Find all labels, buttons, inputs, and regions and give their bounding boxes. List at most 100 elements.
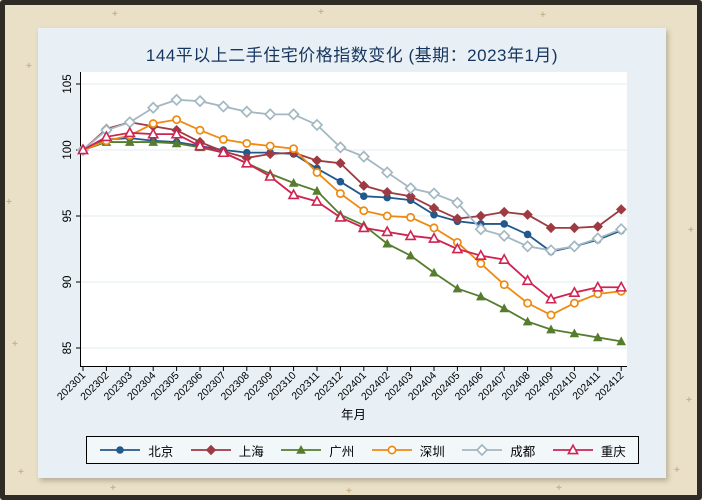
data-point-marker [125, 137, 135, 146]
data-point-marker [405, 191, 416, 202]
data-point-marker [312, 185, 322, 195]
data-point-marker [380, 166, 394, 179]
chart-title: 144平以上二手住宅价格指数变化 (基期：2023年1月) [145, 46, 559, 65]
data-point-marker [499, 280, 509, 290]
data-point-marker [498, 253, 511, 264]
legend-label: 北京 [148, 444, 174, 459]
data-point-marker [148, 119, 158, 129]
data-point-marker [77, 143, 89, 155]
data-point-marker [195, 125, 205, 135]
data-point-marker [334, 210, 347, 222]
data-point-marker [428, 231, 440, 243]
data-point-marker [382, 187, 393, 198]
data-point-marker [546, 310, 556, 320]
data-point-marker [569, 328, 580, 338]
data-point-marker [265, 148, 276, 160]
data-point-marker [521, 240, 534, 253]
data-point-marker [217, 100, 230, 113]
data-point-marker [476, 443, 489, 457]
legend-marker-icon [371, 445, 412, 455]
legend-marker-icon [552, 443, 593, 455]
background-motif-icon: + [6, 197, 12, 208]
data-point-marker [568, 240, 581, 253]
data-point-marker [243, 148, 251, 157]
data-point-marker [387, 445, 397, 455]
background-motif-icon: + [18, 467, 24, 478]
data-point-marker [335, 158, 346, 169]
data-point-marker [287, 108, 300, 121]
background-motif-icon: + [12, 339, 18, 350]
data-point-marker [500, 220, 509, 228]
data-point-marker [310, 118, 324, 132]
data-point-marker [430, 210, 438, 219]
data-point-marker [404, 229, 417, 241]
data-point-marker [287, 188, 300, 200]
data-point-marker [521, 274, 534, 286]
data-point-marker [566, 443, 579, 455]
legend-marker-icon [462, 443, 503, 457]
legend-item-深圳: 深圳 [371, 441, 445, 460]
data-point-marker [544, 244, 558, 257]
data-point-marker [523, 298, 533, 308]
data-point-marker [381, 225, 394, 237]
data-point-marker [240, 105, 254, 118]
data-point-marker [194, 139, 206, 151]
background-motif-icon: + [686, 395, 692, 406]
legend-item-广州: 广州 [280, 441, 354, 460]
data-point-marker [217, 146, 230, 158]
data-point-marker [452, 213, 463, 224]
legend-label: 广州 [329, 444, 355, 459]
background-motif-icon: + [540, 10, 546, 21]
data-point-marker [614, 222, 628, 236]
data-point-marker [499, 206, 510, 218]
legend-marker-icon [190, 444, 231, 456]
data-point-marker [123, 126, 136, 138]
data-point-marker [382, 211, 392, 221]
data-point-marker [616, 204, 627, 215]
background-motif-icon: + [112, 9, 118, 20]
legend-label: 深圳 [419, 444, 445, 459]
plot-background [80, 72, 627, 367]
y-tick-label: 90 [62, 276, 74, 289]
data-point-marker [499, 303, 509, 313]
data-point-marker [311, 155, 323, 166]
data-point-marker [264, 169, 277, 181]
data-point-marker [546, 324, 556, 334]
data-point-marker [406, 212, 416, 222]
data-point-marker [404, 182, 417, 195]
data-point-marker [615, 280, 628, 292]
legend-item-北京: 北京 [99, 441, 173, 460]
data-point-marker [172, 115, 182, 125]
data-point-marker [476, 291, 486, 301]
data-point-marker [497, 229, 511, 243]
data-point-marker [474, 222, 488, 236]
data-point-marker [171, 138, 182, 148]
background-motif-icon: + [688, 225, 694, 236]
data-point-marker [263, 108, 277, 121]
data-point-marker [334, 141, 347, 154]
series-成都 [76, 93, 628, 257]
data-point-marker [428, 202, 440, 214]
data-point-marker [616, 336, 626, 346]
y-tick-label: 95 [62, 210, 74, 223]
data-point-marker [569, 298, 579, 308]
background-motif-icon: + [110, 483, 116, 494]
data-point-marker [193, 94, 207, 108]
data-point-marker [591, 280, 604, 292]
legend-item-成都: 成都 [461, 441, 535, 460]
data-point-marker [358, 180, 369, 191]
data-point-marker [545, 292, 557, 304]
y-tick-label: 85 [62, 342, 74, 355]
background-motif-icon: + [556, 483, 562, 494]
data-point-marker [451, 242, 464, 254]
data-point-marker [592, 221, 603, 232]
data-point-marker [357, 221, 370, 233]
data-point-marker [357, 150, 371, 163]
series-line [82, 141, 622, 343]
data-point-marker [170, 127, 183, 139]
legend-label: 上海 [238, 444, 264, 459]
data-point-marker [475, 210, 486, 222]
plot-area: 8590951001052023012023022023032023042023… [55, 72, 628, 403]
legend-marker-icon [281, 445, 322, 454]
background-motif-icon: + [318, 7, 324, 18]
